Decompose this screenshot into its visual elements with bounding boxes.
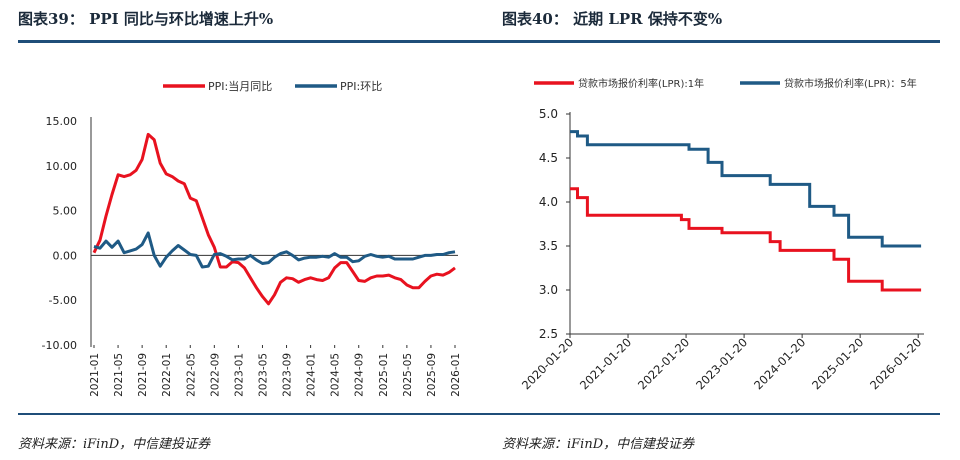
x-tick-label: 2025-05 (402, 353, 414, 397)
ppi-yoy-legend-label: PPI:当月同比 (208, 79, 272, 93)
ppi-mom-line (93, 231, 456, 269)
lpr-1y-legend-label: 贷款市场报价利率(LPR):1年 (578, 77, 704, 90)
x-tick-label: 2023-01-20 (693, 335, 750, 392)
y-tick-label: 0.00 (53, 249, 78, 262)
y-tick-label: 4.0 (539, 195, 558, 209)
lpr-1y-line (570, 187, 922, 292)
x-tick-label: 2022-09 (209, 353, 221, 397)
y-tick-label: 15.00 (46, 115, 78, 128)
y-tick-label: 10.00 (46, 160, 78, 173)
lpr-5y-legend-label: 贷款市场报价利率(LPR)：5年 (784, 77, 917, 90)
bottom-rule (18, 413, 940, 415)
x-tick-label: 2024-01-20 (751, 335, 808, 392)
right-chart-title: 图表40： 近期 LPR 保持不变% (502, 10, 723, 28)
y-tick-label: 5.00 (53, 205, 78, 218)
x-tick-label: 2023-05 (257, 353, 269, 397)
x-tick-label: 2021-01-20 (577, 335, 634, 392)
left-source-note: 资料来源：iFinD，中信建投证券 (18, 437, 211, 452)
left-chart-title: 图表39： PPI 同比与环比增速上升% (18, 10, 274, 28)
x-tick-label: 2025-01 (378, 353, 390, 397)
x-tick-label: 2024-09 (354, 353, 366, 397)
right-source-note: 资料来源：iFinD，中信建投证券 (502, 437, 695, 452)
y-tick-label: 3.0 (539, 283, 558, 297)
ppi-yoy-line (92, 132, 456, 306)
y-tick-label: 5.0 (539, 107, 558, 121)
x-tick-label: 2022-01-20 (635, 335, 692, 392)
y-tick-label: -10.00 (42, 339, 77, 352)
x-tick-label: 2024-01 (306, 353, 318, 397)
x-tick-label: 2021-01 (89, 353, 101, 397)
y-tick-label: 2.5 (539, 327, 558, 341)
ppi-chart: 15.00 10.00 5.00 0.00 -5.00 -10.00 2021-01 2021… (42, 79, 462, 397)
x-tick-label: 2026-01 (450, 353, 462, 397)
x-tick-label: 2023-09 (282, 353, 294, 397)
x-tick-label: 2026-01-20 (867, 335, 924, 392)
x-tick-label: 2021-05 (113, 353, 125, 397)
y-tick-label: -5.00 (49, 294, 77, 307)
y-tick-label: 4.5 (539, 151, 558, 165)
y-tick-label: 3.5 (539, 239, 558, 253)
x-tick-label: 2022-01 (161, 353, 173, 397)
x-tick-label: 2025-09 (426, 353, 438, 397)
x-tick-label: 2021-09 (137, 353, 149, 397)
x-tick-label: 2022-05 (185, 353, 197, 397)
lpr-5y-line (570, 130, 922, 248)
top-rule (18, 40, 940, 43)
ppi-mom-legend-label: PPI:环比 (340, 80, 382, 93)
x-tick-label: 2024-05 (330, 353, 342, 397)
x-tick-label: 2020-01-20 (519, 335, 576, 392)
x-tick-label: 2025-01-20 (809, 335, 866, 392)
x-tick-label: 2023-01 (233, 353, 245, 397)
